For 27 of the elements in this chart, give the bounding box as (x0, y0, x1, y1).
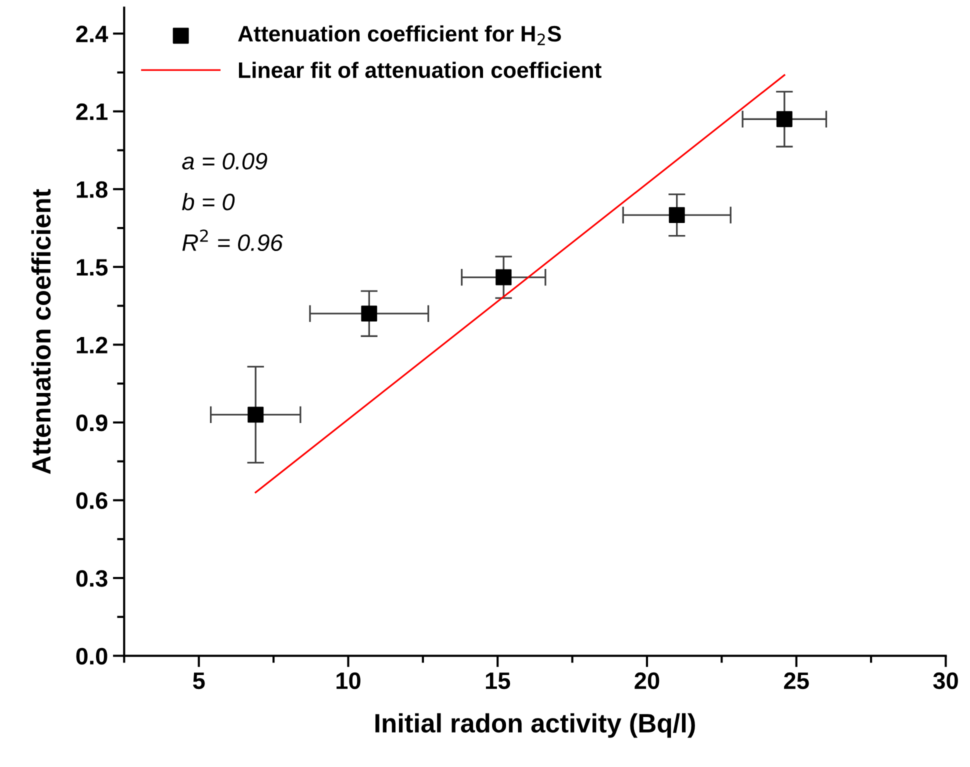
x-tick-label: 25 (784, 672, 809, 690)
annotation: a = 0.09 (182, 152, 268, 170)
point (776, 111, 792, 128)
point (248, 406, 264, 423)
x-tick-label: 20 (634, 672, 660, 690)
y-tick-label: 0.9 (76, 414, 108, 432)
y-tick-label: 0.6 (76, 492, 108, 510)
legend-label: Linear fit of attenuation coefficient (238, 62, 602, 78)
point (361, 306, 378, 322)
point (496, 269, 512, 286)
point (668, 207, 685, 224)
y-tick-label: 1.5 (76, 259, 108, 276)
y-tick-label: 0.0 (76, 648, 108, 665)
y-tick-label: 2.4 (76, 26, 108, 42)
y-tick-label: 1.8 (76, 181, 108, 198)
annotation: b = 0 (182, 193, 235, 210)
x-tick-label: 15 (486, 672, 510, 690)
x-tick-label: 5 (193, 672, 205, 690)
x-axis-title: Initial radon activity (Bq/l) (375, 713, 695, 738)
annotation: R$^{2}$ = 0.96 (182, 230, 283, 252)
y-tick-label: 1.2 (76, 336, 108, 354)
legend-label: Attenuation coefficient for H$_{2}$S (238, 25, 561, 46)
x-tick-label: 30 (933, 672, 958, 690)
x-tick-label: 10 (336, 672, 360, 690)
y-axis-title: Attenuation coefficient (31, 189, 51, 474)
y-tick-label: 0.3 (76, 570, 108, 587)
y-tick-label: 2.1 (76, 103, 108, 120)
